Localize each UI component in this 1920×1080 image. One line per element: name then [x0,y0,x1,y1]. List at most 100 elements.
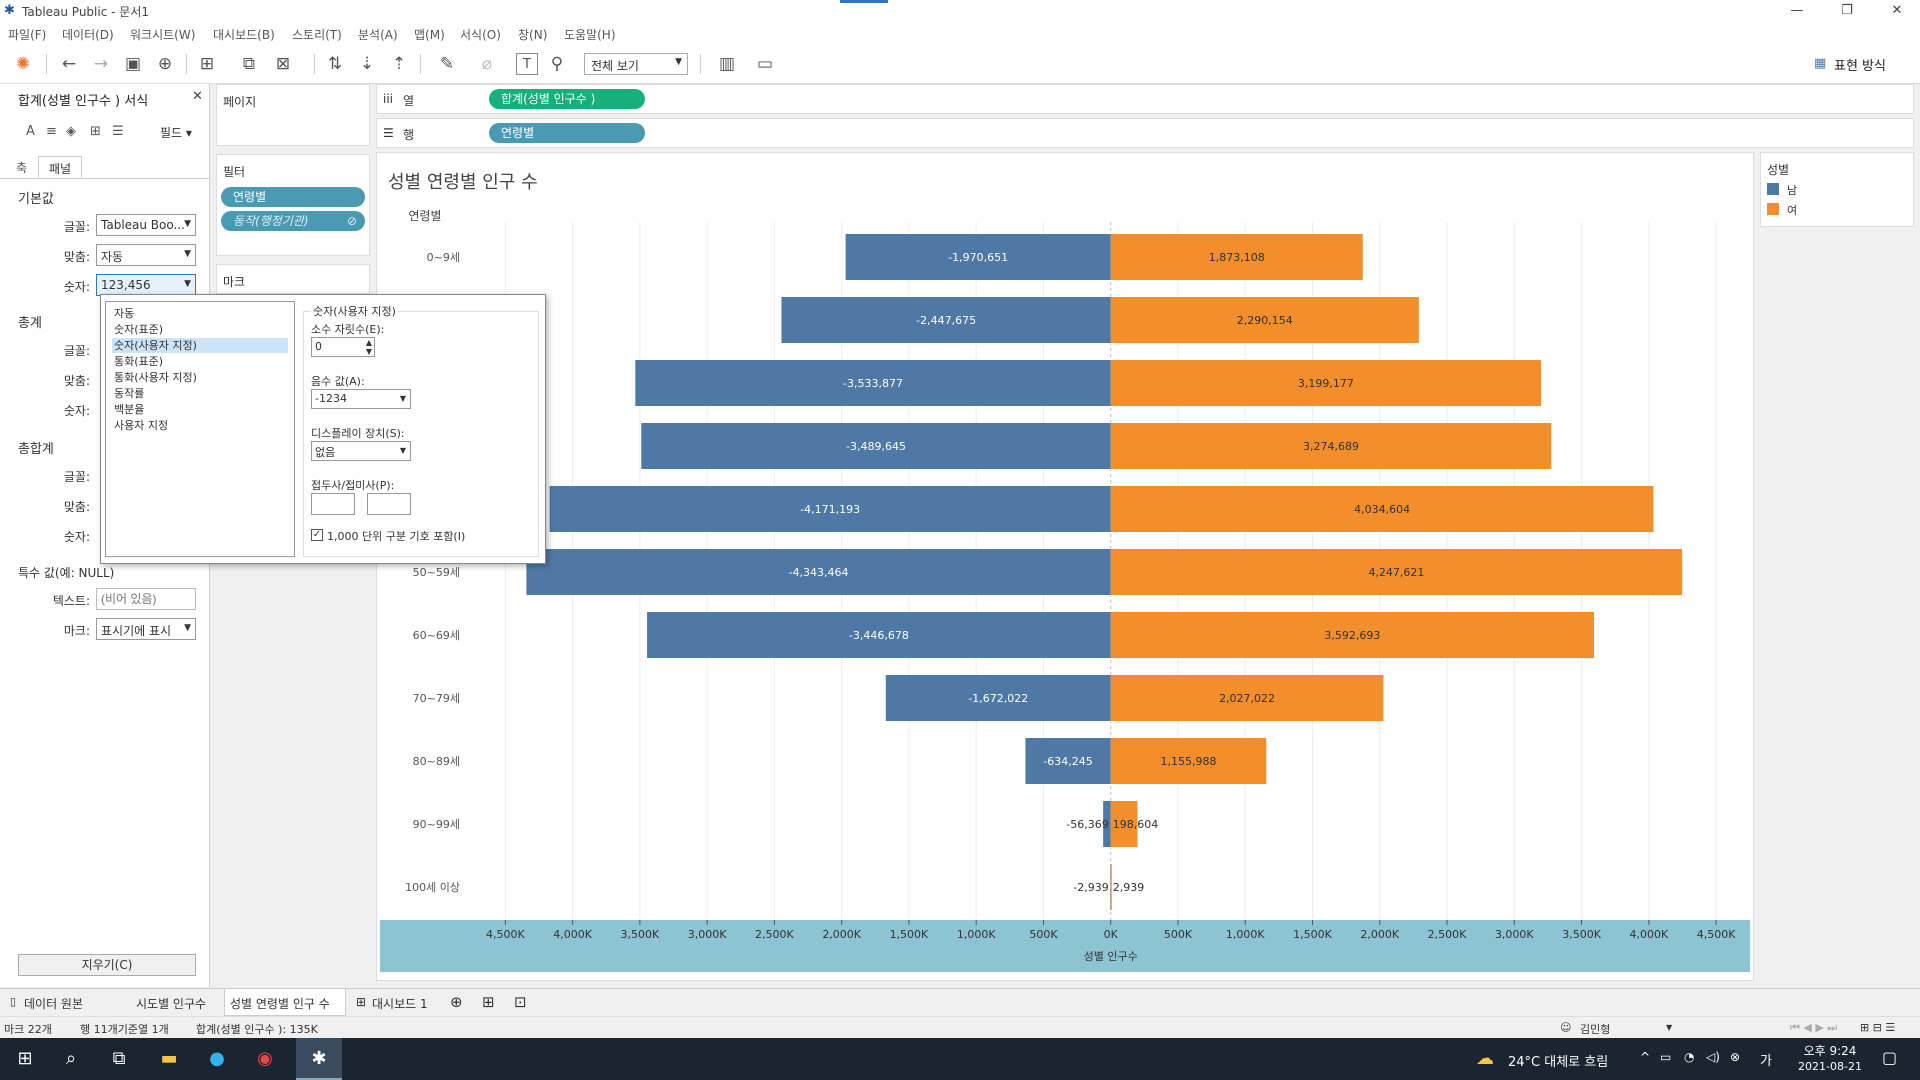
filter-pill-age[interactable]: 연령별 [221,187,365,207]
ime-indicator[interactable]: 가 [1760,1054,1772,1069]
format-option-number-standard[interactable]: 숫자(표준) [114,323,164,336]
bar-female[interactable] [1110,297,1419,343]
notification-icon[interactable]: ▢ [1882,1048,1898,1067]
format-option-auto[interactable]: 자동 [114,307,135,320]
bar-female[interactable] [1110,801,1138,847]
undo-icon[interactable]: ← [61,54,77,74]
file-explorer-icon[interactable]: ▬ [160,1048,178,1069]
suffix-input[interactable] [367,493,411,515]
tableau-home-icon[interactable]: ✺ [15,54,31,74]
sort-descending-icon[interactable]: ⇡ [391,54,407,74]
stepper-arrows-icon[interactable]: ▲ ▼ [365,338,372,356]
menu-file[interactable]: 파일(F) [8,28,47,42]
bar-female[interactable] [1110,360,1542,406]
show-cards-icon[interactable]: ▥ [718,54,736,74]
new-worksheet-tab-icon[interactable]: ⊕ [450,993,463,1011]
fields-dropdown[interactable]: 필드 ▾ [160,126,192,140]
search-icon[interactable]: ⌕ [65,1048,77,1069]
special-text-input[interactable] [96,588,196,610]
bar-male[interactable] [845,234,1111,280]
tab-data-source[interactable]: 데이터 원본 [24,997,84,1011]
new-dashboard-tab-icon[interactable]: ⊞ [482,993,495,1011]
bar-male[interactable] [781,297,1111,343]
show-mark-labels-icon[interactable]: T [516,53,538,75]
alignment-icon[interactable]: ≡ [46,124,57,139]
menu-help[interactable]: 도움말(H) [564,28,616,42]
menu-worksheet[interactable]: 워크시트(W) [130,28,196,42]
bar-male[interactable] [647,612,1111,658]
clear-button[interactable]: 지우기(C) [18,954,196,976]
clock-date[interactable]: 2021-08-21 [1798,1060,1862,1073]
filter-pill-dong[interactable]: 동작(행정기관) ⊘ [221,211,365,231]
format-option-currency-standard[interactable]: 통화(표준) [114,355,164,368]
tableau-taskbar-active[interactable] [296,1038,342,1080]
tab-dashboard-1[interactable]: 대시보드 1 [372,997,428,1011]
bar-female[interactable] [1110,612,1595,658]
lines-icon[interactable]: ☰ [112,124,124,139]
format-option-custom[interactable]: 사용자 지정 [114,419,169,432]
presentation-mode-icon[interactable]: ▭ [756,54,774,74]
task-view-icon[interactable]: ⧉ [112,1048,126,1069]
menu-analysis[interactable]: 분석(A) [358,28,398,42]
columns-pill[interactable]: 합계(성별 인구수 ) [489,89,645,109]
chrome-browser-icon[interactable]: ◉ [257,1048,273,1069]
status-user[interactable]: 김민형 [1580,1023,1611,1036]
sort-ascending-icon[interactable]: ⇣ [359,54,375,74]
borders-icon[interactable]: ⊞ [90,124,101,139]
sheet-navigation-icon[interactable]: ⏮ ◀ ▶ ⏭ [1790,1021,1838,1034]
negative-values-dropdown[interactable]: -1234 ▼ [311,389,411,409]
edge-browser-icon[interactable]: ● [209,1048,225,1069]
clock-time[interactable]: 오후 9:24 [1803,1044,1857,1058]
duplicate-sheet-icon[interactable]: ⧉ [242,54,256,74]
redo-icon[interactable]: → [93,54,109,74]
menu-window[interactable]: 창(N) [518,28,548,42]
font-icon[interactable]: A [26,124,35,139]
bar-male[interactable] [549,486,1111,532]
bar-chart[interactable]: 연령별0~9세-1,970,6511,873,10810~19세-2,447,6… [380,200,1750,976]
bar-female[interactable] [1110,423,1552,469]
thousands-separator-checkbox[interactable]: ✓ [311,529,323,541]
marks-card[interactable]: 마크 [216,264,370,294]
fix-axes-icon[interactable]: ⚲ [550,54,564,74]
bar-male[interactable] [1025,738,1111,784]
bar-male[interactable] [641,423,1111,469]
tray-chevron-up-icon[interactable]: ^ [1640,1050,1651,1064]
save-icon[interactable]: ▣ [124,54,142,74]
rows-pill[interactable]: 연령별 [489,123,645,143]
battery-icon[interactable]: ▭ [1660,1050,1672,1064]
new-worksheet-icon[interactable]: ⊞ [199,54,215,74]
bar-female[interactable] [1110,234,1363,280]
new-data-source-icon[interactable]: ⊕ [157,54,173,74]
highlight-icon[interactable]: ✎ [439,54,455,74]
menu-format[interactable]: 서식(O) [460,28,501,42]
fit-view-dropdown[interactable]: 전체 보기 ▼ [584,53,688,75]
format-option-rate[interactable]: 동작률 [114,387,145,400]
minimize-icon[interactable]: — [1790,3,1804,18]
bar-female[interactable] [1110,738,1267,784]
swap-rows-columns-icon[interactable]: ⇅ [327,54,343,74]
format-option-number-custom[interactable]: 숫자(사용자 지정) [112,338,288,353]
rows-shelf[interactable]: ☰ 행 연령별 [376,118,1914,148]
status-blocked-icon[interactable]: ⊗ [1730,1050,1741,1064]
columns-shelf[interactable]: iii 열 합계(성별 인구수 ) [376,84,1914,114]
display-units-dropdown[interactable]: 없음 ▼ [311,441,411,461]
clear-sheet-icon[interactable]: ⊠ [275,54,291,74]
windows-start-icon[interactable]: ⊞ [17,1048,33,1069]
font-dropdown[interactable]: Tableau Boo... ▼ [96,214,196,236]
menu-story[interactable]: 스토리(T) [292,28,342,42]
group-members-icon[interactable]: ⌀ [481,54,493,74]
align-dropdown[interactable]: 자동 ▼ [96,244,196,266]
wifi-icon[interactable]: ◔ [1684,1050,1695,1064]
menu-dashboard[interactable]: 대시보드(B) [213,28,275,42]
tableau-taskbar-icon[interactable]: ✱ [311,1048,327,1069]
close-window-icon[interactable]: ✕ [1891,3,1903,18]
decimal-places-stepper[interactable]: 0 ▲ ▼ [311,337,375,357]
sheet-sorter-icon[interactable]: ⊞ ⊟ ☰ [1860,1021,1896,1034]
tab-pane[interactable]: 패널 [38,156,83,178]
weather-text[interactable]: 24°C 대체로 흐림 [1508,1055,1609,1070]
filters-card[interactable]: 필터 연령별 동작(행정기관) ⊘ [216,154,370,256]
shading-icon[interactable]: ◈ [66,124,76,139]
bar-male[interactable] [1103,801,1111,847]
tab-sheet-province[interactable]: 시도별 인구수 [136,997,207,1011]
color-legend[interactable]: 성별 남 여 [1760,152,1914,227]
